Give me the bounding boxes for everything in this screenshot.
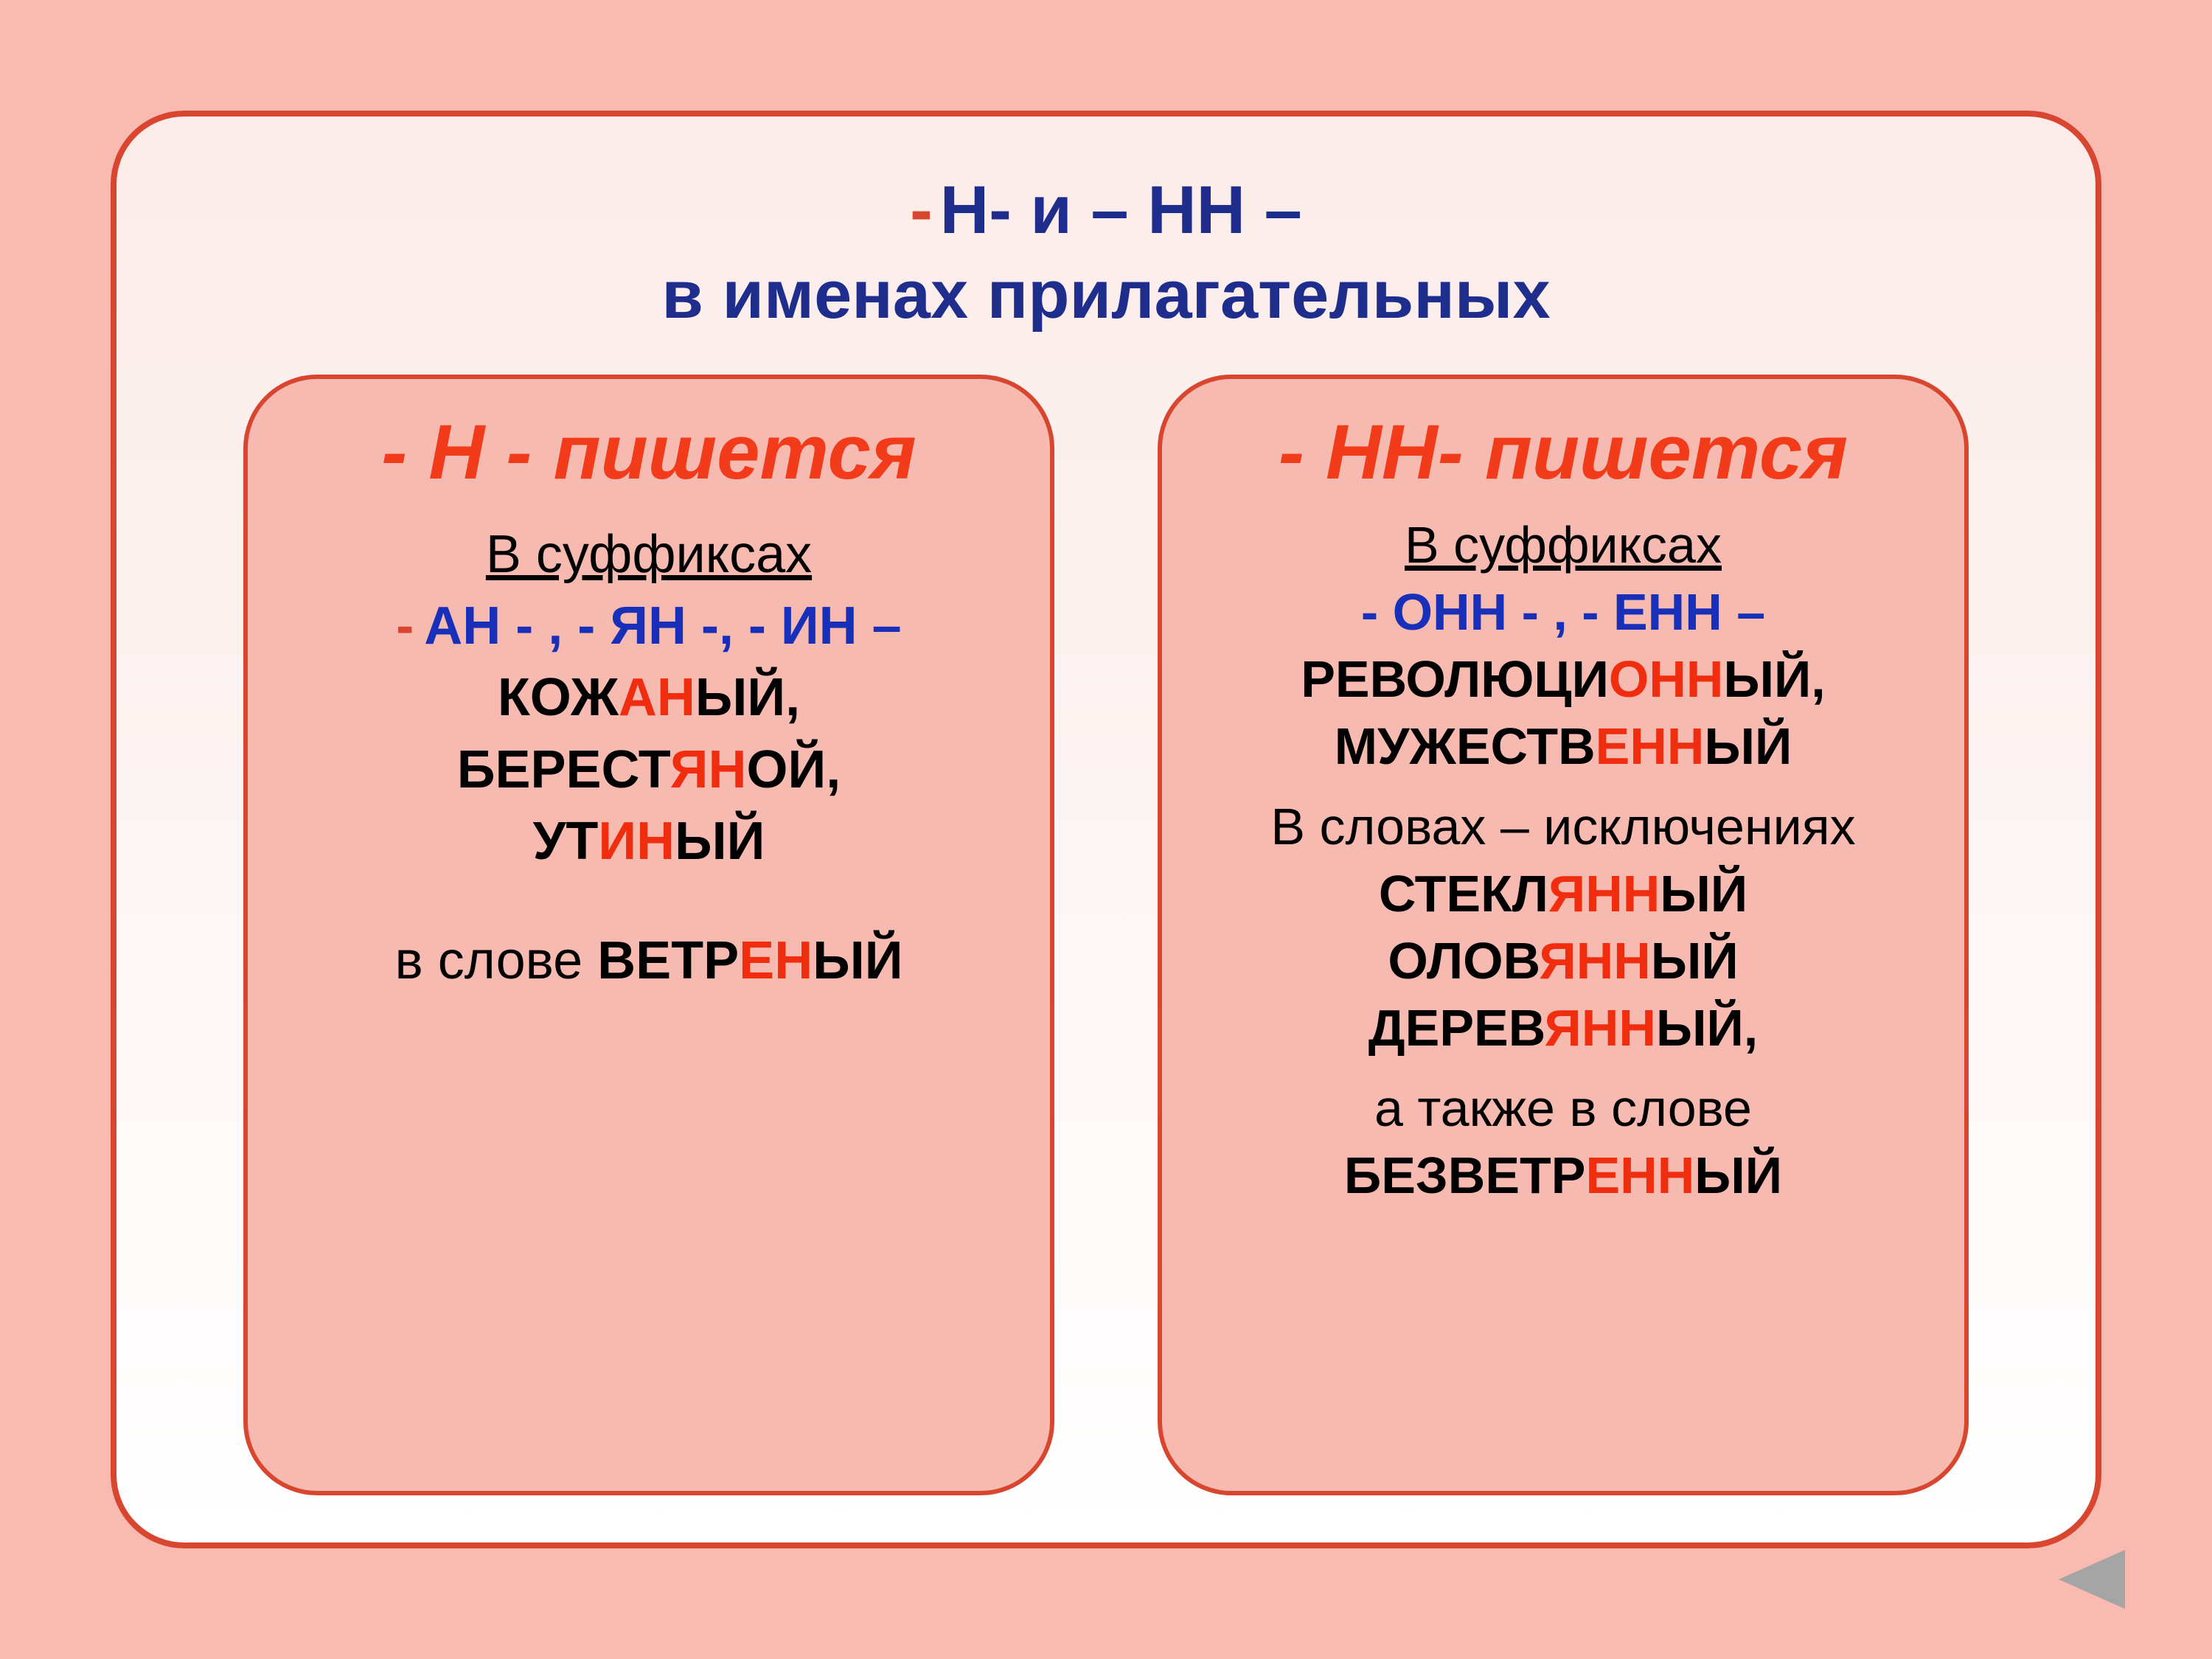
ex-pre: РЕВОЛЮЦИ: [1301, 650, 1609, 708]
ex-hi: ЯНН: [1539, 932, 1650, 990]
example-derevyannyy: ДЕРЕВЯННЫЙ,: [1192, 995, 1935, 1062]
example-utinyy: УТИНЫЙ: [277, 806, 1020, 877]
ex-post: ЫЙ: [1651, 932, 1739, 990]
ex-post: ЫЙ: [1694, 1147, 1782, 1204]
main-frame: -Н- и – НН – в именах прилагательных - Н…: [111, 111, 2101, 1548]
title-dash-bullet: -: [910, 173, 933, 248]
example-bezvetrennyy: БЕЗВЕТРЕННЫЙ: [1192, 1142, 1935, 1209]
title-line-2: в именах прилагательных: [175, 253, 2037, 338]
ex-hi: ЯНН: [1545, 999, 1656, 1057]
ex-post: ЫЙ: [813, 931, 902, 990]
ex-post: ЫЙ: [675, 812, 765, 871]
ex-pre: ОЛОВ: [1388, 932, 1539, 990]
ex-pre: ДЕРЕВ: [1368, 999, 1545, 1057]
example-revolyutsionnyy: РЕВОЛЮЦИОННЫЙ,: [1192, 646, 1935, 713]
ex-pre: СТЕКЛ: [1379, 865, 1548, 922]
suffixes-right: - ОНН - , - ЕНН –: [1192, 579, 1935, 646]
ex-hi: АН: [619, 668, 695, 727]
card-double-n: - НН- пишется В суффиксах - ОНН - , - ЕН…: [1158, 375, 1969, 1495]
ex-post: ЫЙ: [1704, 717, 1792, 775]
card-heading-nn: - НН- пишется: [1192, 408, 1935, 497]
card-single-n: - Н - пишется В суффиксах -АН - , - ЯН -…: [243, 375, 1054, 1495]
triangle-left-icon: [2051, 1550, 2125, 1609]
also-label: а также в слове: [1192, 1075, 1935, 1142]
title-line-1: -Н- и – НН –: [175, 168, 2037, 253]
bullet-dash-icon: -: [396, 597, 414, 655]
example-berestyanoy: БЕРЕСТЯНОЙ,: [277, 734, 1020, 806]
example-kozhanyy: КОЖАНЫЙ,: [277, 662, 1020, 734]
ex-hi: ЕН: [739, 931, 813, 990]
ex-post: ОЙ,: [747, 740, 841, 799]
ex-pre: УТ: [533, 812, 599, 871]
ex-hi: ОНН: [1609, 650, 1724, 708]
suffixes-left: АН - , - ЯН -, - ИН –: [424, 597, 901, 655]
example-olovyannyy: ОЛОВЯННЫЙ: [1192, 928, 1935, 995]
ex-pre: МУЖЕСТВ: [1335, 717, 1596, 775]
columns: - Н - пишется В суффиксах -АН - , - ЯН -…: [175, 375, 2037, 1495]
single-word-label: в слове: [395, 931, 598, 990]
ex-hi: ЕНН: [1585, 1147, 1694, 1204]
ex-pre: БЕРЕСТ: [457, 740, 670, 799]
suffix-list-left: -АН - , - ЯН -, - ИН –: [277, 591, 1020, 662]
suffix-label-left: В суффиксах: [277, 519, 1020, 591]
example-muzhestvennyy: МУЖЕСТВЕННЫЙ: [1192, 713, 1935, 780]
suffix-label-right: В суффиксах: [1192, 512, 1935, 579]
ex-hi: ЕНН: [1596, 717, 1705, 775]
slide-title: -Н- и – НН – в именах прилагательных: [175, 168, 2037, 338]
ex-post: ЫЙ,: [695, 668, 800, 727]
title-text-1: Н- и – НН –: [940, 173, 1302, 248]
card-heading-n: - Н - пишется: [277, 408, 1020, 497]
ex-pre: ВЕТР: [597, 931, 739, 990]
ex-hi: ИН: [598, 812, 675, 871]
nav-back-button[interactable]: [2051, 1550, 2125, 1609]
ex-pre: БЕЗВЕТР: [1344, 1147, 1586, 1204]
ex-hi: ЯНН: [1548, 865, 1660, 922]
ex-post: ЫЙ,: [1656, 999, 1758, 1057]
ex-pre: КОЖ: [498, 668, 619, 727]
ex-post: ЫЙ,: [1723, 650, 1825, 708]
ex-post: ЫЙ: [1660, 865, 1747, 922]
example-steklyannyy: СТЕКЛЯННЫЙ: [1192, 860, 1935, 928]
exceptions-label: В словах – исключениях: [1192, 793, 1935, 860]
ex-hi: ЯН: [670, 740, 747, 799]
single-word-line: в слове ВЕТРЕНЫЙ: [277, 925, 1020, 997]
